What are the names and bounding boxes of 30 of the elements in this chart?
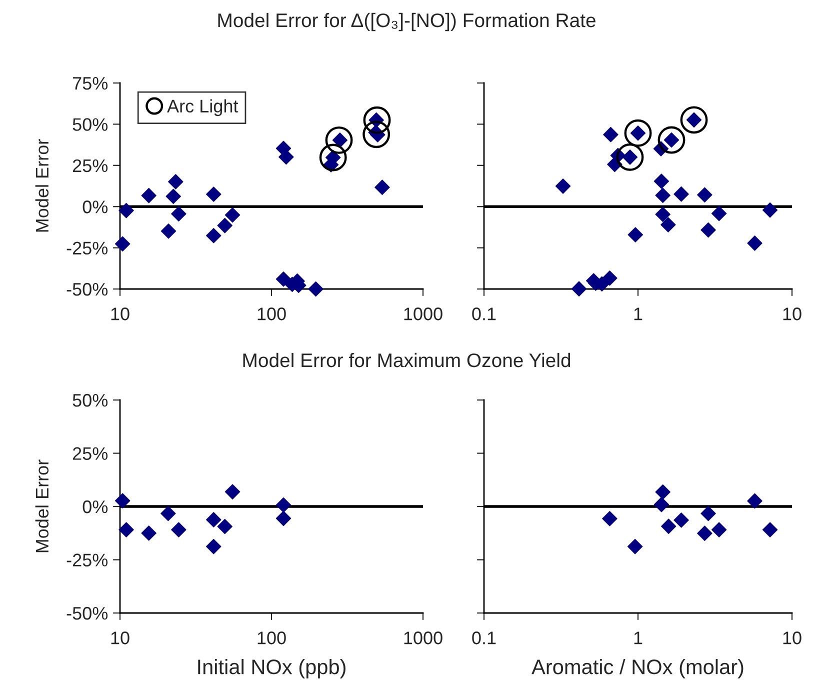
y-tick-label: 25% <box>72 447 108 460</box>
y-tick-label: 75% <box>72 77 108 90</box>
x-tick-label: 10 <box>783 308 802 320</box>
x-axis-title: Initial NOx (ppb) <box>198 659 346 678</box>
chart-title: Model Error for Δ([O₃]-[NO]) Formation Rate <box>218 12 596 32</box>
y-tick-label: 50% <box>72 394 108 407</box>
y-tick-label: -25% <box>66 554 108 566</box>
y-tick-label: 25% <box>72 159 108 172</box>
chart-title: Model Error for Maximum Ozone Yield <box>243 352 570 368</box>
y-axis-title: Model Error <box>35 460 49 552</box>
x-tick-label: 100 <box>258 632 286 644</box>
x-tick-label: 0.1 <box>472 308 496 320</box>
x-tick-label: 100 <box>258 308 286 320</box>
x-tick-label: 1 <box>634 308 642 320</box>
x-axis-title: Aromatic / NOx (molar) <box>532 659 744 678</box>
y-tick-label: -50% <box>66 606 108 620</box>
x-tick-label: 1 <box>634 632 642 644</box>
y-tick-label: 0% <box>82 200 108 214</box>
x-tick-label: 10 <box>783 632 802 644</box>
x-tick-label: 1000 <box>404 308 442 320</box>
x-tick-label: 0.1 <box>472 632 496 644</box>
y-tick-label: -25% <box>66 242 108 255</box>
y-tick-label: 50% <box>72 118 108 131</box>
y-tick-label: 0% <box>82 500 108 514</box>
x-tick-label: 10 <box>111 632 130 644</box>
y-axis-title: Model Error <box>35 139 49 232</box>
x-tick-label: 1000 <box>404 632 442 644</box>
legend-label: Arc Light <box>167 99 238 116</box>
y-tick-label: -50% <box>66 282 108 296</box>
x-tick-label: 10 <box>111 308 130 320</box>
